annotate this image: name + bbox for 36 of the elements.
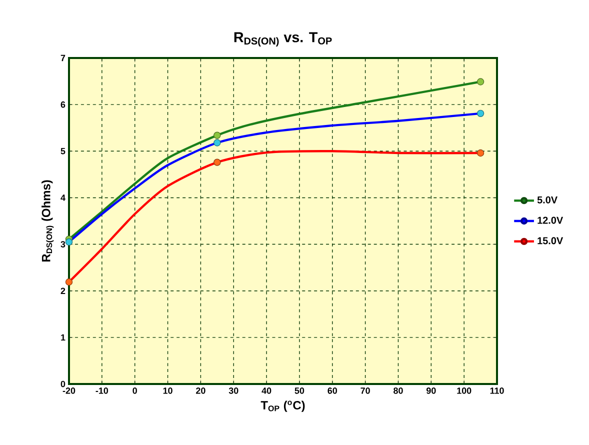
x-tick-label: 10 (163, 388, 172, 394)
y-tick-label: 2 (60, 288, 66, 294)
legend-label: 5.0V (537, 196, 558, 204)
y-tick-label: 1 (61, 334, 66, 341)
x-tick-label: 30 (228, 388, 238, 394)
y-tick-label: 5 (60, 148, 66, 154)
chart-title: R$_{DS(ON)}$ vs. T$_{OP}$ (234, 32, 332, 47)
y-tick-label: 7 (60, 54, 66, 62)
point (476, 78, 484, 86)
x-tick-label: 60 (328, 388, 338, 394)
x-tick-label: 80 (394, 388, 403, 394)
x-tick-label: 70 (360, 388, 370, 394)
point (214, 132, 221, 139)
x-tick-label: -20 (62, 388, 76, 394)
x-axis-title: T$_{OP}$ ($^{o}$C) (260, 400, 305, 412)
y-tick-label: 3 (60, 241, 66, 248)
x-tick-label: 0 (132, 388, 137, 394)
x-tick-label: 110 (490, 388, 504, 394)
point (65, 278, 73, 286)
legend-label: 12.0V (538, 216, 564, 224)
y-tick-label: 4 (60, 194, 66, 201)
y-tick-label: 0 (60, 380, 66, 388)
point (214, 158, 221, 166)
x-tick-label: 90 (426, 388, 436, 394)
x-tick-label: 20 (196, 388, 206, 394)
x-tick-label: 100 (457, 388, 472, 394)
x-tick-label: 40 (262, 388, 272, 394)
x-tick-label: 50 (294, 388, 304, 394)
point (214, 139, 221, 146)
y-axis-title: R$_{DS(ON)}$ (Ohms) (42, 180, 54, 262)
point (476, 110, 484, 118)
point (476, 149, 484, 157)
point (65, 238, 73, 246)
x-tick-label: -10 (96, 388, 108, 394)
legend-label: 15.0V (538, 237, 564, 244)
y-tick-label: 6 (60, 101, 66, 108)
